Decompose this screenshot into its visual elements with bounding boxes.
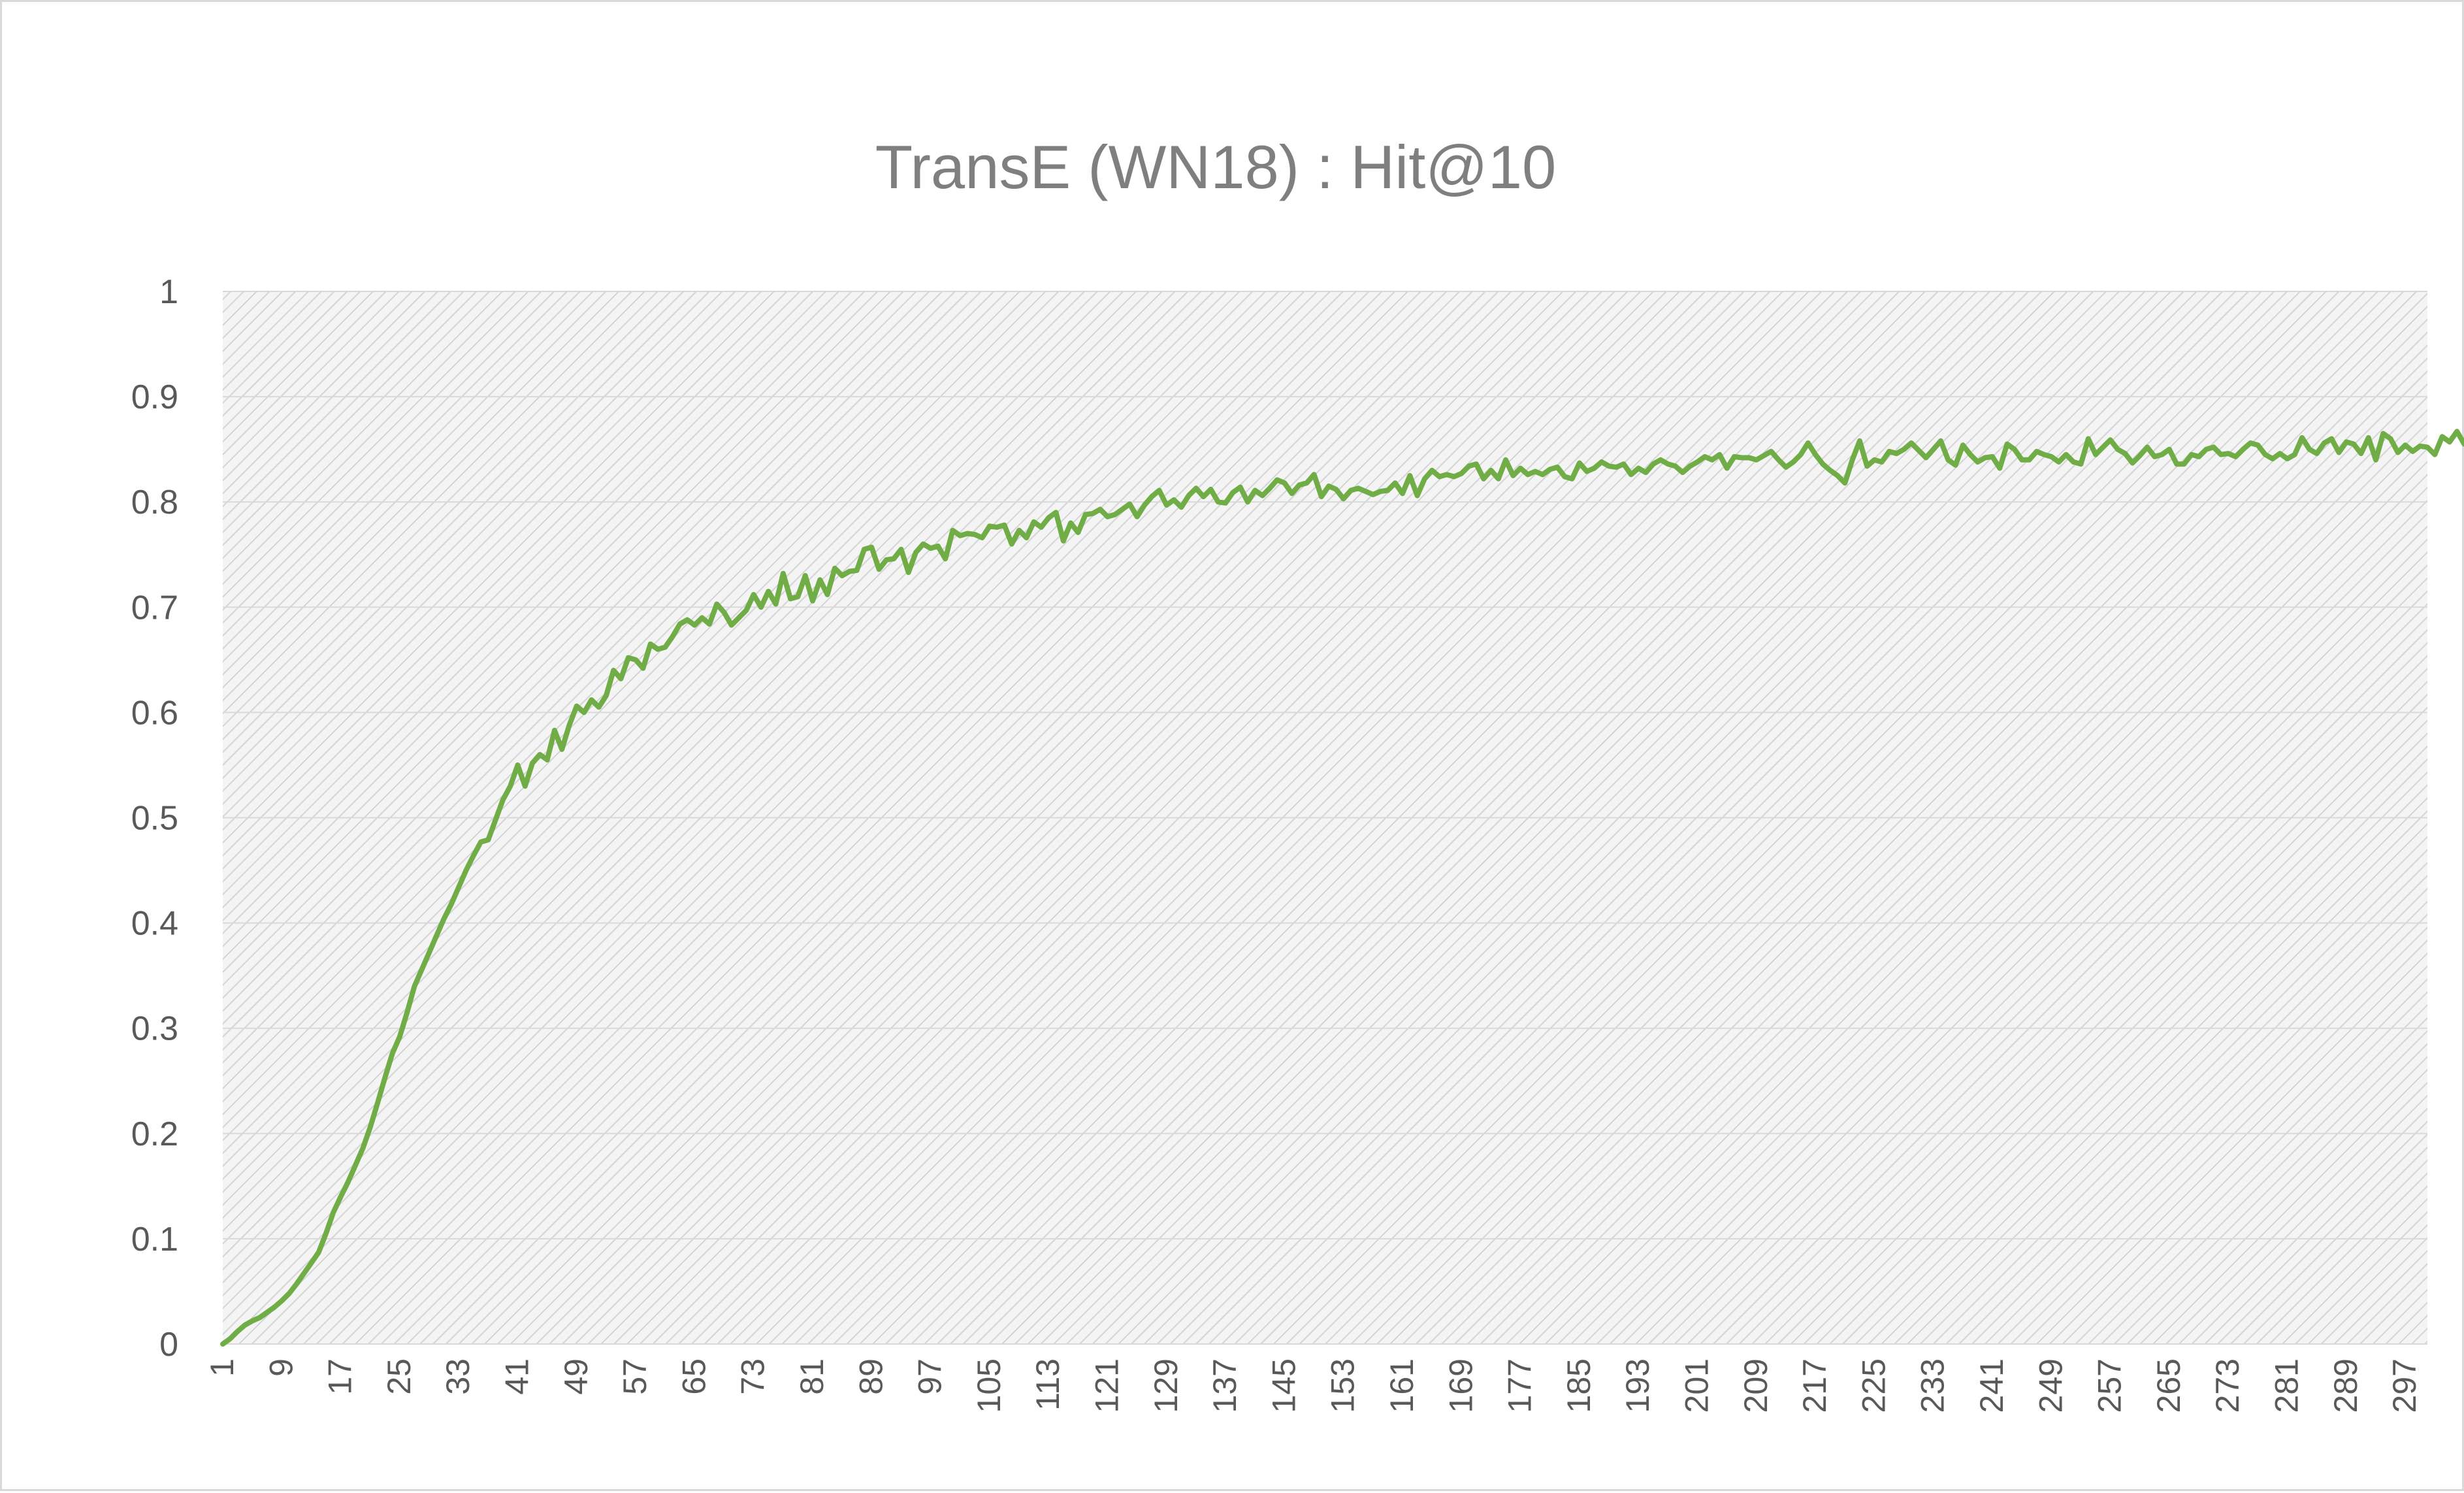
x-tick-label: 73 [735,1358,771,1395]
x-tick-label: 169 [1442,1358,1479,1413]
y-tick-label: 0.4 [131,905,178,943]
y-tick-label: 0.2 [131,1115,178,1153]
x-tick-label: 9 [263,1358,299,1377]
x-tick-label: 281 [2269,1358,2305,1413]
y-tick-label: 0.8 [131,484,178,521]
x-tick-label: 209 [1738,1358,1774,1413]
x-tick-label: 193 [1619,1358,1656,1413]
x-tick-label: 33 [440,1358,476,1395]
x-tick-label: 249 [2032,1358,2069,1413]
y-tick-label: 0 [159,1326,178,1364]
x-tick-label: 105 [971,1358,1007,1413]
y-axis: 0 0.1 0.2 0.3 0.4 0.5 0.6 0.7 0.8 0.9 1 [131,273,178,1364]
x-tick-label: 201 [1679,1358,1715,1413]
x-tick-label: 89 [852,1358,889,1395]
x-axis: 1 9 17 25 33 41 49 57 65 73 81 89 97 105 113 121 129 137 1… [204,1358,2423,1413]
x-tick-label: 153 [1325,1358,1361,1413]
x-tick-label: 225 [1855,1358,1892,1413]
x-tick-label: 161 [1384,1358,1420,1413]
x-tick-label: 121 [1089,1358,1126,1413]
y-tick-label: 0.7 [131,589,178,627]
x-tick-label: 57 [617,1358,653,1395]
x-tick-label: 81 [794,1358,830,1395]
chart-title: TransE (WN18) : Hit@10 [875,133,1557,201]
x-tick-label: 113 [1029,1358,1066,1411]
x-tick-label: 41 [499,1358,536,1395]
x-tick-label: 265 [2150,1358,2187,1413]
y-tick-label: 0.5 [131,800,178,838]
y-tick-label: 0.3 [131,1010,178,1048]
x-tick-label: 49 [558,1358,594,1395]
x-tick-label: 241 [1973,1358,2010,1413]
x-tick-label: 129 [1148,1358,1184,1413]
y-tick-label: 0.1 [131,1221,178,1258]
x-tick-label: 233 [1915,1358,1951,1413]
x-tick-label: 65 [675,1358,712,1395]
gridlines [223,291,2427,1345]
x-tick-label: 289 [2327,1358,2364,1413]
x-tick-label: 1 [204,1358,240,1377]
x-tick-label: 97 [912,1358,948,1395]
x-tick-label: 257 [2092,1358,2128,1413]
x-tick-label: 17 [322,1358,359,1395]
x-tick-label: 217 [1796,1358,1833,1413]
x-tick-label: 273 [2209,1358,2246,1413]
y-tick-label: 0.6 [131,694,178,732]
x-tick-label: 185 [1561,1358,1597,1413]
x-tick-label: 177 [1502,1358,1538,1413]
x-tick-label: 25 [381,1358,417,1395]
x-tick-label: 137 [1207,1358,1243,1413]
x-tick-label: 297 [2386,1358,2423,1413]
series-line [220,429,2464,1347]
y-tick-label: 0.9 [131,378,178,416]
x-tick-label: 145 [1265,1358,1302,1413]
y-tick-label: 1 [159,273,178,311]
